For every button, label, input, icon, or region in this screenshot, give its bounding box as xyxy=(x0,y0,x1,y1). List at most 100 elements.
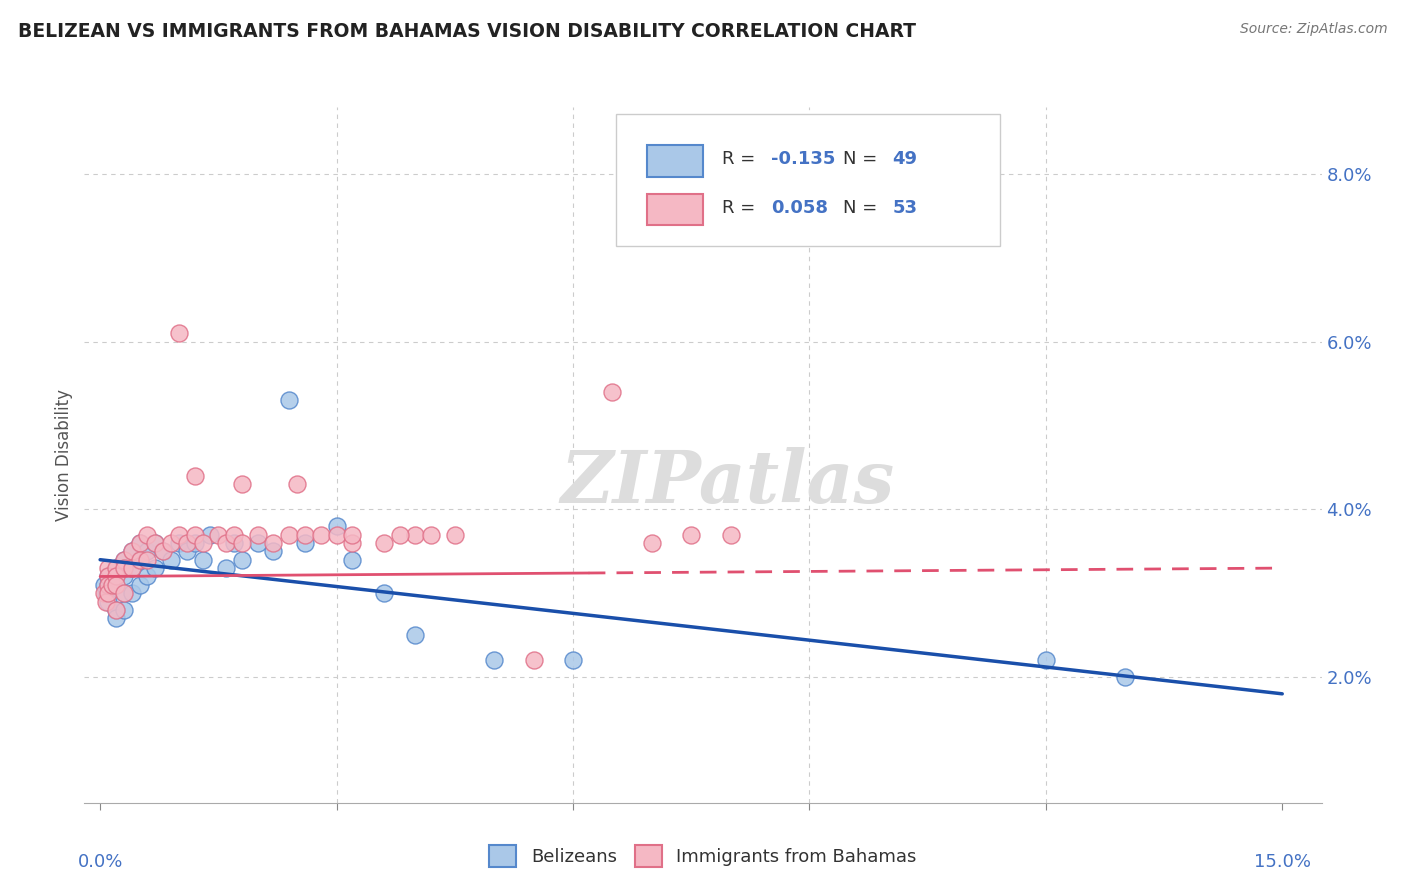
Point xyxy=(101,578,124,592)
Point xyxy=(152,544,174,558)
Point xyxy=(128,536,150,550)
Point xyxy=(191,552,214,566)
Point xyxy=(160,536,183,550)
Point xyxy=(104,561,127,575)
Point xyxy=(183,536,205,550)
Point xyxy=(128,578,150,592)
Point xyxy=(112,561,135,575)
Point xyxy=(482,653,505,667)
Text: 49: 49 xyxy=(893,150,917,169)
Point xyxy=(200,527,222,541)
Point xyxy=(285,477,308,491)
Point xyxy=(246,536,269,550)
Point xyxy=(97,569,120,583)
Point xyxy=(112,586,135,600)
Point xyxy=(97,578,120,592)
Point xyxy=(325,519,347,533)
Point xyxy=(404,628,426,642)
Point xyxy=(231,536,253,550)
Point xyxy=(342,536,364,550)
Text: Source: ZipAtlas.com: Source: ZipAtlas.com xyxy=(1240,22,1388,37)
Point xyxy=(143,536,166,550)
Point xyxy=(191,536,214,550)
Point xyxy=(104,569,127,583)
Point xyxy=(104,561,127,575)
Text: 0.0%: 0.0% xyxy=(77,853,122,871)
Text: R =: R = xyxy=(721,150,761,169)
Point xyxy=(97,561,120,575)
Point xyxy=(101,578,124,592)
Point xyxy=(231,552,253,566)
Point xyxy=(121,544,143,558)
Point xyxy=(1035,653,1057,667)
FancyBboxPatch shape xyxy=(647,145,703,177)
Point xyxy=(136,552,159,566)
Point xyxy=(136,527,159,541)
Point xyxy=(104,603,127,617)
Point xyxy=(176,544,198,558)
Point xyxy=(207,527,229,541)
Point xyxy=(121,561,143,575)
Point xyxy=(309,527,332,541)
Point xyxy=(373,586,395,600)
Point xyxy=(112,569,135,583)
Point xyxy=(373,536,395,550)
Point xyxy=(641,536,664,550)
Text: 0.058: 0.058 xyxy=(770,199,828,217)
FancyBboxPatch shape xyxy=(647,194,703,226)
Point xyxy=(97,586,120,600)
Point xyxy=(215,561,238,575)
Point xyxy=(263,544,285,558)
Point xyxy=(121,544,143,558)
Point xyxy=(94,594,117,608)
Point xyxy=(183,468,205,483)
Point xyxy=(136,544,159,558)
Point xyxy=(104,603,127,617)
Point xyxy=(93,578,115,592)
Point xyxy=(222,527,245,541)
Point xyxy=(342,527,364,541)
Point xyxy=(443,527,465,541)
Point xyxy=(97,578,120,592)
Point xyxy=(404,527,426,541)
Point xyxy=(246,527,269,541)
Point xyxy=(222,536,245,550)
Point xyxy=(112,552,135,566)
Point xyxy=(121,561,143,575)
Point xyxy=(97,586,120,600)
Point xyxy=(602,385,624,400)
Point xyxy=(420,527,443,541)
Point xyxy=(104,611,127,625)
Point xyxy=(143,536,166,550)
Point xyxy=(128,536,150,550)
Point xyxy=(325,527,347,541)
Point xyxy=(136,569,159,583)
Point xyxy=(104,578,127,592)
Point xyxy=(94,586,117,600)
Text: BELIZEAN VS IMMIGRANTS FROM BAHAMAS VISION DISABILITY CORRELATION CHART: BELIZEAN VS IMMIGRANTS FROM BAHAMAS VISI… xyxy=(18,22,917,41)
Point xyxy=(294,527,316,541)
Point xyxy=(167,536,190,550)
Point xyxy=(112,561,135,575)
Point xyxy=(176,536,198,550)
Point xyxy=(215,536,238,550)
Text: ZIPatlas: ZIPatlas xyxy=(561,447,894,518)
Point xyxy=(294,536,316,550)
Point xyxy=(93,586,115,600)
Point xyxy=(231,477,253,491)
Text: R =: R = xyxy=(721,199,761,217)
Point xyxy=(522,653,544,667)
Point xyxy=(720,527,742,541)
Point xyxy=(152,544,174,558)
Point xyxy=(167,527,190,541)
Point xyxy=(112,586,135,600)
Point xyxy=(342,552,364,566)
Text: 53: 53 xyxy=(893,199,917,217)
Point xyxy=(97,594,120,608)
Point xyxy=(112,603,135,617)
Point xyxy=(112,552,135,566)
Legend: Belizeans, Immigrants from Bahamas: Belizeans, Immigrants from Bahamas xyxy=(482,838,924,874)
Point xyxy=(1114,670,1136,684)
Point xyxy=(278,527,301,541)
Point xyxy=(167,326,190,341)
